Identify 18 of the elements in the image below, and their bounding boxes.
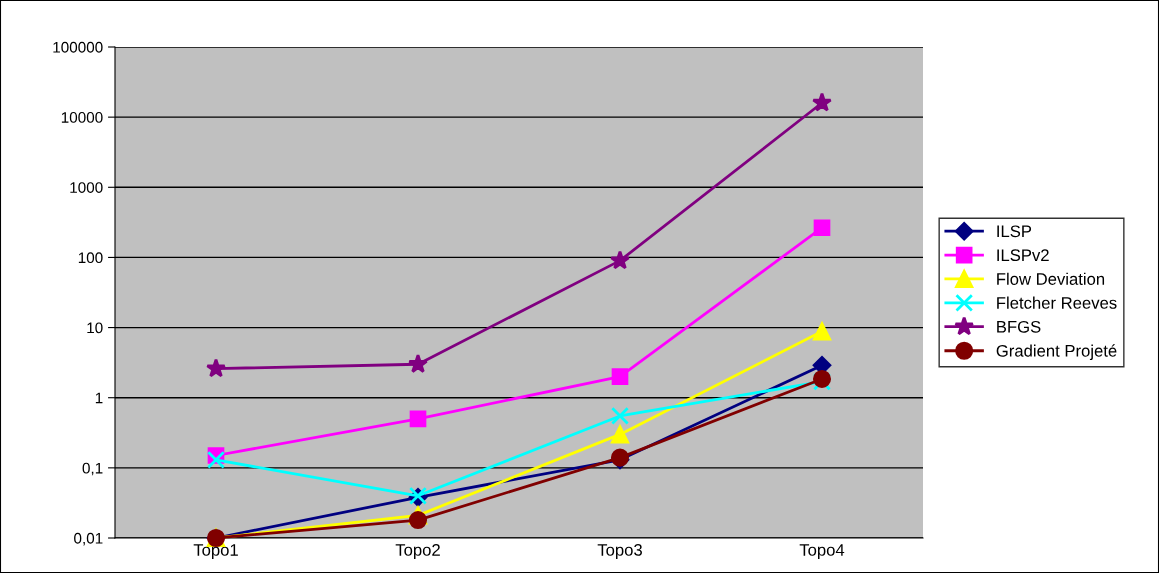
- y-tick-label: 100: [78, 252, 103, 264]
- legend-label: BFGS: [997, 320, 1041, 333]
- y-tick-label: 10: [87, 322, 103, 334]
- y-tick-label: 10000: [61, 112, 103, 123]
- y-tick-label: 1000: [70, 182, 103, 193]
- x-tick-label: Topo2: [395, 544, 440, 560]
- y-tick-label: 0,01: [74, 532, 103, 546]
- legend-label: Flow Deviation: [997, 272, 1105, 285]
- y-tick-label: 100000: [53, 41, 103, 53]
- y-tick-label: 1: [95, 392, 103, 404]
- x-tick-label: Topo3: [597, 544, 642, 560]
- x-tick-label: Topo1: [193, 544, 238, 560]
- legend-label: Gradient Projeté: [996, 344, 1117, 361]
- x-tick-label: Topo4: [799, 544, 845, 560]
- legend-label: Fletcher Reeves: [997, 296, 1117, 309]
- y-tick-label: 0,1: [82, 462, 103, 476]
- legend-label: ILSP: [997, 225, 1032, 238]
- legend-label: ILSPv2: [997, 249, 1049, 262]
